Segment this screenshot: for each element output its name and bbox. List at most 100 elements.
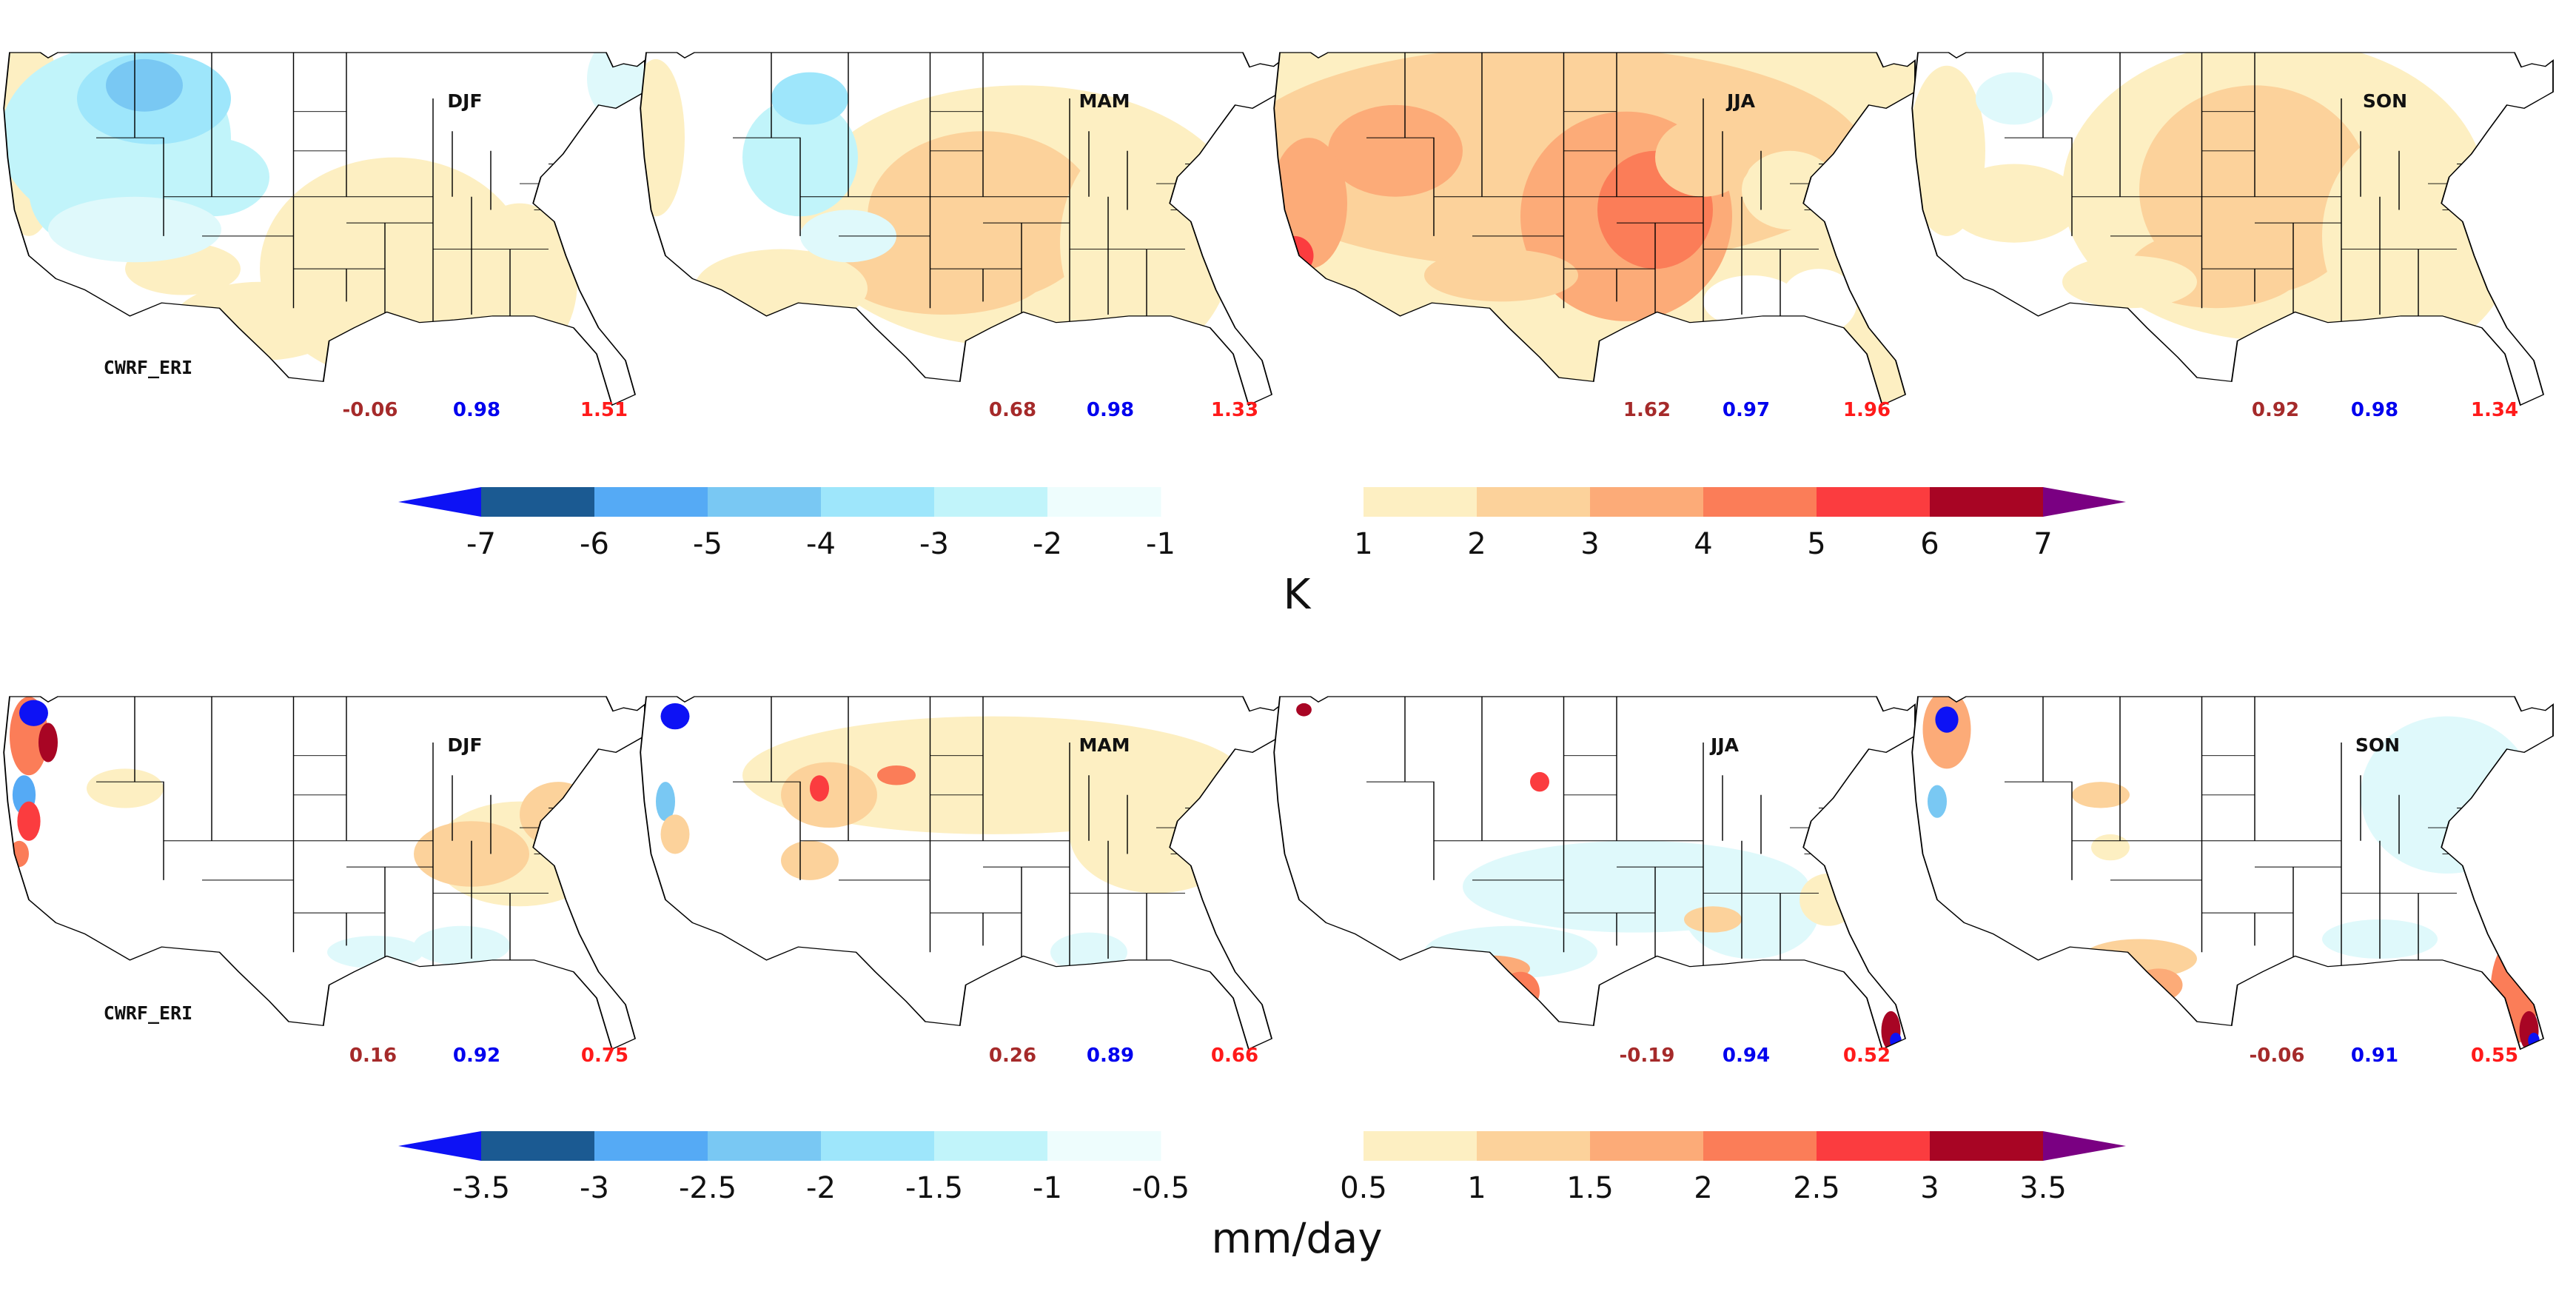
precip-mam-rmse: 0.66 [1211,1045,1258,1067]
temp-tick-neg-2: -5 [693,527,722,561]
precip-tick-pos-1: 1 [1467,1171,1486,1205]
precip-mam-field-cell-2 [1070,775,1243,894]
precip-tick-neg-1: -3 [580,1171,609,1205]
temp-djf-field-cell-8 [106,58,183,112]
precip-djf-field-cell-10 [87,768,164,808]
temp-tick-pos-0: 1 [1354,527,1372,561]
precip-colorbar-neg-1 [594,1131,708,1161]
precip-son-field-cell-5 [2072,782,2130,808]
temp-panel-djf [3,52,645,406]
temp-tick-pos-5: 6 [1920,527,1939,561]
precip-colorbar-pos-4 [1817,1131,1931,1161]
temp-djf-rmse: 1.51 [580,399,628,421]
temp-jja-field-cell-10 [1424,249,1578,302]
precip-djf-rmse: 0.75 [581,1045,628,1067]
temp-colorbar-neg-0 [481,487,595,517]
precip-mam-field-cell-8 [660,814,690,854]
precip-season-son: SON [2355,734,2400,756]
temp-colorbar-underflow [398,487,481,517]
precip-mam-field-cell-5 [877,765,916,785]
precip-jja-field-cell-4 [1530,771,1549,792]
temp-son-field-cell-6 [1947,164,2082,243]
precip-tick-pos-5: 3 [1920,1171,1939,1205]
precip-tick-pos-4: 2.5 [1793,1171,1840,1205]
temp-jja-bias: 1.62 [1623,399,1671,421]
temp-colorbar-pos-5 [1930,487,2044,517]
precip-mam-field-cell-6 [660,703,690,730]
precip-colorbar-neg-2 [708,1131,822,1161]
temp-season-mam: MAM [1079,90,1130,112]
precip-panel-mam [640,696,1282,1050]
precip-son-field-cell-3 [1935,706,1959,733]
precip-jja-field-cell-8 [1684,906,1742,933]
temp-colorbar-pos-3 [1703,487,1817,517]
temp-mam-bias: 0.68 [989,399,1036,421]
precip-jja-bias: -0.19 [1620,1045,1675,1067]
precip-unit-label: mm/day [1212,1215,1383,1263]
temp-mam-rmse: 1.33 [1211,399,1258,421]
temp-tick-pos-1: 2 [1467,527,1486,561]
precip-mam-field-cell-7 [656,782,675,822]
temp-son-corr: 0.98 [2351,399,2398,421]
precip-colorbar-neg-4 [934,1131,1048,1161]
temp-mam-field [640,53,1281,406]
precip-colorbar-pos-0 [1364,1131,1477,1161]
temp-son-bias: 0.92 [2252,399,2299,421]
temp-tick-neg-5: -2 [1033,527,1062,561]
temp-model-label: CWRF_ERI [104,357,192,378]
precip-djf-field-cell-6 [38,723,58,763]
temp-season-son: SON [2363,90,2407,112]
temp-son-field [1912,53,2553,406]
temp-jja-corr: 0.97 [1723,399,1770,421]
temp-tick-neg-3: -4 [806,527,836,561]
temp-colorbar-neg-5 [1047,487,1161,517]
temp-season-jja: JJA [1725,90,1756,112]
precip-colorbar-neg-0 [481,1131,595,1161]
precip-son-field-cell-9 [2528,1033,2540,1049]
temp-colorbar-pos-0 [1364,487,1477,517]
precip-colorbar-pos-3 [1703,1131,1817,1161]
precip-mam-field-cell-4 [810,775,829,802]
precip-tick-neg-6: -0.5 [1132,1171,1190,1205]
precip-jja-field [1274,697,1915,1050]
precip-son-field-cell-4 [1928,785,1947,818]
precip-mam-bias: 0.26 [989,1045,1036,1067]
precip-djf-field-cell-11 [414,925,510,965]
precip-son-field [1912,697,2553,1050]
precip-djf-bias: 0.16 [349,1045,397,1067]
precip-son-bias: -0.06 [2250,1045,2305,1067]
precip-son-field-cell-6 [2091,834,2130,861]
temp-djf-field-cell-3 [462,203,577,361]
temp-mam-corr: 0.98 [1087,399,1134,421]
precip-jja-field-cell-10 [1890,1033,1902,1049]
temp-tick-pos-6: 7 [2033,527,2052,561]
precip-djf-field-cell-9 [10,840,30,868]
precip-son-corr: 0.91 [2351,1045,2398,1067]
temp-djf-field [4,53,645,406]
temp-djf-field-cell-12 [586,53,645,118]
precip-season-jja: JJA [1709,734,1740,756]
temp-colorbar-pos-1 [1477,487,1591,517]
precip-panel-son [1911,696,2554,1050]
precip-tick-pos-0: 0.5 [1340,1171,1387,1205]
temp-djf-bias: -0.06 [343,399,398,421]
precip-mam-field-cell-9 [781,840,839,880]
precip-panel-djf [3,696,645,1050]
temp-colorbar: -7 -6 -5 -4 -3 -2 -1 1 2 3 4 5 6 7 [398,487,2126,561]
precip-model-label: CWRF_ERI [104,1002,192,1024]
precip-mam-field [640,697,1281,1050]
temp-panel-jja [1273,52,1916,406]
temp-mam-field-cell-8 [771,72,848,125]
temp-jja-field [1274,53,1915,406]
temp-tick-neg-1: -6 [580,527,609,561]
precip-djf-field-base [4,697,645,1050]
temp-unit-label: K [1284,571,1312,619]
precip-tick-neg-3: -2 [806,1171,836,1205]
precip-tick-pos-3: 2 [1694,1171,1712,1205]
precip-jja-field-cell-5 [1296,703,1312,717]
temp-panel-son [1911,52,2554,406]
precip-jja-field-cell-11 [1799,874,1857,926]
precip-colorbar-pos-5 [1930,1131,2044,1161]
precip-tick-neg-4: -1.5 [905,1171,963,1205]
temp-son-field-cell-7 [2062,255,2197,309]
